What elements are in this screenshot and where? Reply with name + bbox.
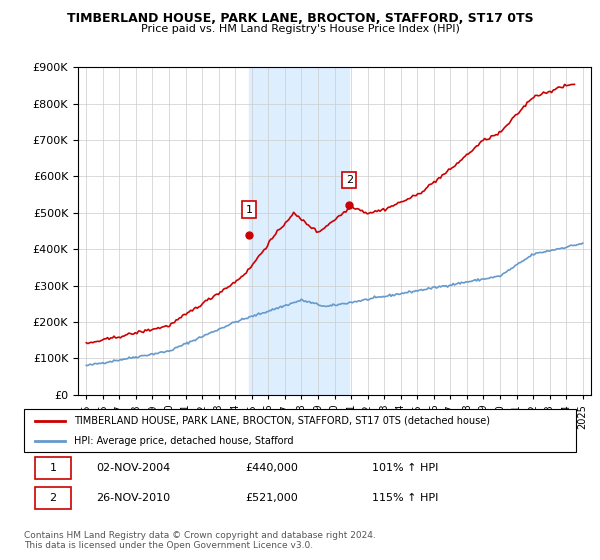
Text: HPI: Average price, detached house, Stafford: HPI: Average price, detached house, Staf… xyxy=(74,436,293,446)
Text: 26-NOV-2010: 26-NOV-2010 xyxy=(96,493,170,503)
Text: £440,000: £440,000 xyxy=(245,463,298,473)
Text: Price paid vs. HM Land Registry's House Price Index (HPI): Price paid vs. HM Land Registry's House … xyxy=(140,24,460,34)
Text: 115% ↑ HPI: 115% ↑ HPI xyxy=(372,493,438,503)
Text: TIMBERLAND HOUSE, PARK LANE, BROCTON, STAFFORD, ST17 0TS (detached house): TIMBERLAND HOUSE, PARK LANE, BROCTON, ST… xyxy=(74,416,490,426)
Text: 2: 2 xyxy=(346,175,353,185)
Text: 101% ↑ HPI: 101% ↑ HPI xyxy=(372,463,438,473)
Text: TIMBERLAND HOUSE, PARK LANE, BROCTON, STAFFORD, ST17 0TS: TIMBERLAND HOUSE, PARK LANE, BROCTON, ST… xyxy=(67,12,533,25)
Text: Contains HM Land Registry data © Crown copyright and database right 2024.
This d: Contains HM Land Registry data © Crown c… xyxy=(24,531,376,550)
FancyBboxPatch shape xyxy=(24,409,576,452)
FancyBboxPatch shape xyxy=(35,456,71,479)
Text: 1: 1 xyxy=(245,204,253,214)
Text: £521,000: £521,000 xyxy=(245,493,298,503)
FancyBboxPatch shape xyxy=(35,487,71,510)
Text: 1: 1 xyxy=(49,463,56,473)
Text: 2: 2 xyxy=(49,493,56,503)
Bar xyxy=(249,67,349,395)
Text: 02-NOV-2004: 02-NOV-2004 xyxy=(96,463,170,473)
